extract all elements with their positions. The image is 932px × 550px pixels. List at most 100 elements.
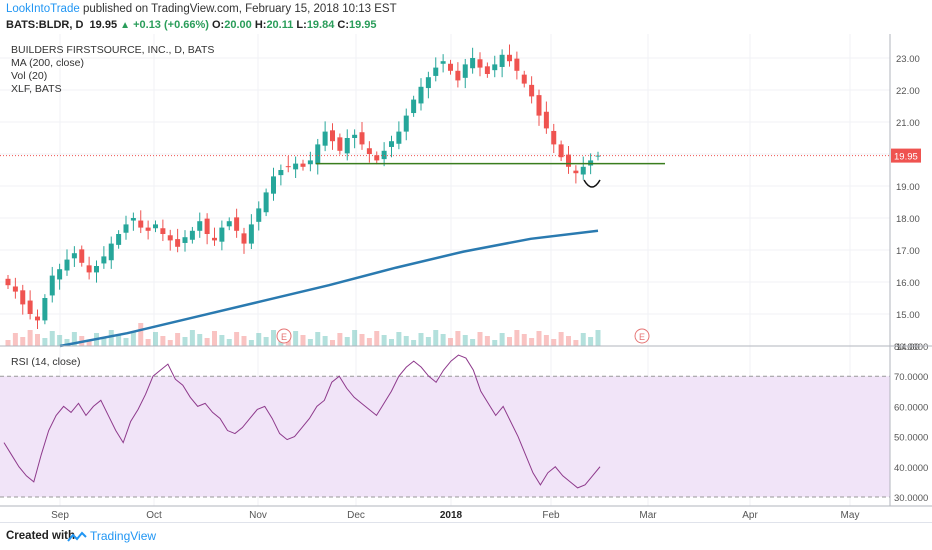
tradingview-brand[interactable]: TradingView (90, 529, 157, 543)
volume-bar (101, 337, 107, 346)
candle-body (182, 237, 188, 243)
legend-ma[interactable]: MA (200, close) (11, 57, 84, 69)
legend-vol[interactable]: Vol (20) (11, 70, 48, 82)
candle-body (573, 170, 579, 174)
candle-body (20, 290, 26, 305)
volume-bar (470, 339, 476, 346)
volume-bar (477, 332, 483, 346)
footer: Created with TradingView (0, 522, 932, 550)
candle-body (529, 84, 535, 97)
candle-body (108, 243, 114, 261)
chart-header: LookIntoTrade published on TradingView.c… (0, 0, 932, 34)
candle-body (521, 74, 527, 84)
volume-bar (440, 334, 446, 346)
candle-body (514, 58, 520, 71)
candle-body (337, 137, 343, 151)
candle-body (389, 141, 394, 147)
candle-body (425, 77, 431, 89)
candle-body (27, 300, 33, 314)
earnings-marker (276, 328, 292, 344)
author-link[interactable]: LookIntoTrade (6, 3, 80, 15)
volume-bar (492, 340, 498, 346)
volume-bar (234, 332, 240, 346)
rsi-band (0, 375, 890, 498)
price-tick-label: 23.00 (896, 54, 920, 65)
candle-body (307, 160, 313, 165)
volume-bar (27, 330, 33, 346)
price-tick-label: 19.00 (896, 182, 920, 193)
candle-body (226, 221, 232, 227)
candle-body (5, 278, 11, 286)
volume-bar (529, 338, 535, 346)
candle-body (175, 239, 181, 247)
price-tick-label: 22.00 (896, 86, 920, 97)
x-tick-label: Mar (639, 510, 657, 521)
candle-body (352, 134, 358, 138)
volume-bar (256, 333, 262, 346)
earnings-marker-label: E (639, 332, 645, 342)
x-tick-label: Nov (249, 510, 267, 521)
candle-body (278, 170, 284, 176)
volume-bar (455, 331, 461, 346)
volume-bar (212, 331, 217, 346)
last-price-label: 19.95 (894, 152, 918, 163)
volume-bar (396, 332, 402, 346)
volume-bar (130, 331, 136, 346)
legend-rsi[interactable]: RSI (14, close) (11, 356, 81, 368)
candle-body (359, 132, 365, 145)
candle-body (293, 163, 299, 170)
volume-bar (462, 335, 468, 346)
candle-body (160, 228, 166, 234)
candle-body (86, 265, 92, 273)
volume-bar (197, 334, 203, 346)
ma200-polyline (59, 229, 599, 348)
candle-body (71, 253, 77, 259)
volume-bar (20, 337, 26, 346)
publish-line: LookIntoTrade published on TradingView.c… (6, 3, 397, 15)
chart-canvas[interactable]: Sep Oct Nov Dec 2018 Feb Mar Apr May 23.00 22.00 21… (0, 34, 932, 522)
published-text: published on TradingView.com, February 1… (82, 3, 397, 15)
candle-body (543, 111, 549, 129)
volume-bar (241, 336, 247, 346)
volume-bar (219, 335, 225, 346)
x-tick-label: Feb (542, 510, 560, 521)
legend-compare[interactable]: XLF, BATS (11, 83, 62, 95)
volume-bar (145, 339, 151, 346)
candle-body (470, 58, 476, 69)
open-label: O: (212, 19, 225, 31)
volume-bar (42, 338, 48, 346)
price-pane[interactable] (0, 34, 890, 346)
low-label: L: (296, 19, 307, 31)
rsi-band-fill (0, 376, 890, 497)
rsi-tick-label: 50.0000 (894, 433, 928, 444)
volume-bar (389, 339, 394, 346)
last-price: 19.95 (89, 19, 118, 31)
candle-body (35, 316, 40, 321)
candle-body (595, 155, 601, 157)
volume-bar (566, 336, 571, 346)
volume-bars (5, 323, 601, 346)
candle-body (130, 218, 136, 221)
volume-bar (204, 338, 210, 346)
candle-body (241, 233, 247, 244)
candle-body (381, 150, 387, 160)
volume-bar (226, 339, 232, 346)
candle-body (256, 208, 262, 222)
volume-bar (551, 339, 557, 346)
volume-bar (573, 340, 579, 346)
high-label: H: (254, 19, 267, 31)
candle-body (462, 64, 468, 78)
candlesticks (5, 44, 601, 330)
candle-body (536, 95, 542, 116)
volume-bar (271, 330, 276, 346)
symbol-label[interactable]: BATS:BLDR, D (6, 19, 84, 31)
candle-body (138, 220, 144, 228)
volume-bar (167, 340, 173, 346)
candle-body (455, 70, 461, 81)
candle-body (366, 148, 372, 154)
volume-bar (507, 337, 512, 346)
earnings-marker-label: E (281, 332, 287, 342)
candle-body (300, 163, 306, 167)
rsi-tick-label: 60.0000 (894, 402, 928, 413)
price-tick-label: 14.00 (896, 342, 920, 353)
